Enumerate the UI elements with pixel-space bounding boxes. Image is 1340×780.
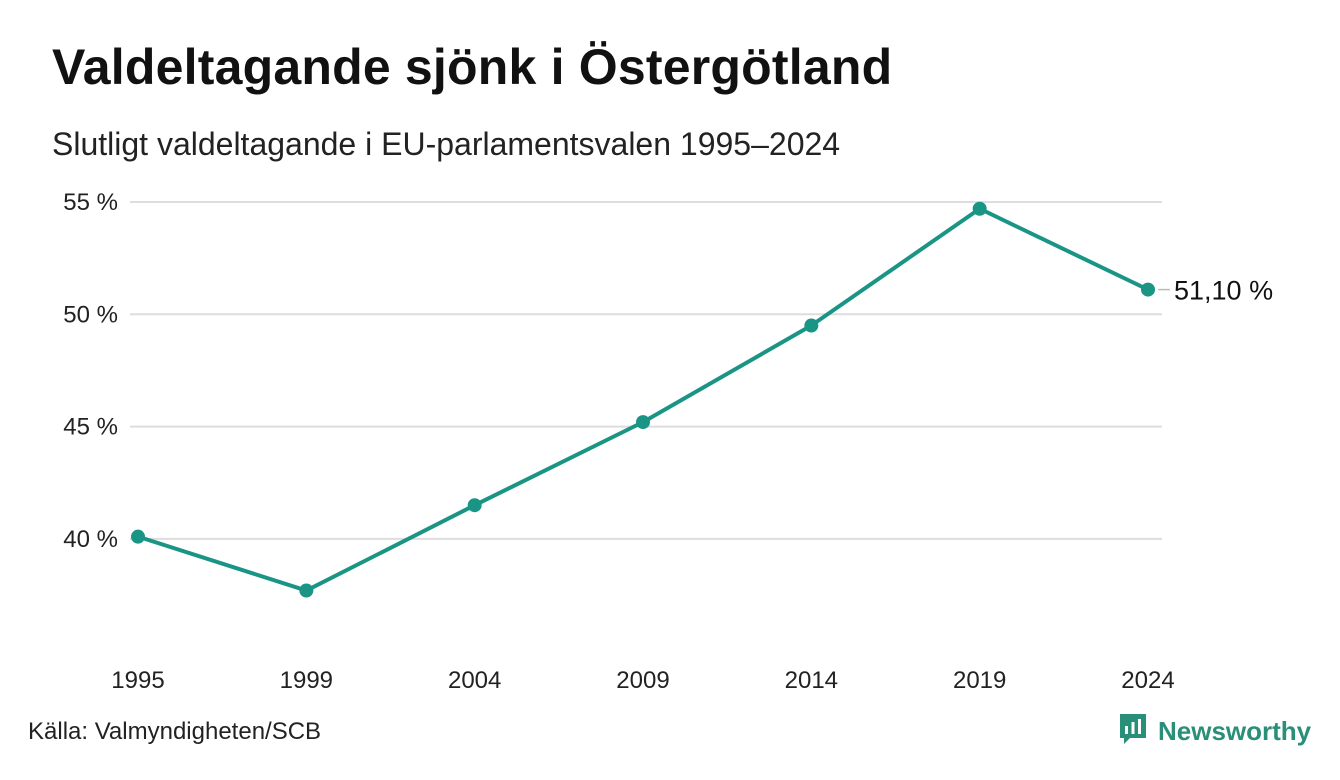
y-tick-label: 45 % xyxy=(63,414,118,441)
data-point[interactable] xyxy=(299,583,314,598)
x-tick-label: 1995 xyxy=(111,667,164,694)
data-point[interactable] xyxy=(1141,282,1155,297)
brand-name: Newsworthy xyxy=(1158,716,1312,746)
series-line xyxy=(137,206,1149,593)
x-tick-label: 2009 xyxy=(616,667,669,694)
y-tick-label: 55 % xyxy=(63,189,118,216)
data-point[interactable] xyxy=(467,498,482,513)
chart-title: Valdeltagande sjönk i Östergötland xyxy=(52,39,893,95)
source-note: Källa: Valmyndigheten/SCB xyxy=(28,718,322,745)
data-point[interactable] xyxy=(804,318,819,333)
data-point[interactable] xyxy=(636,415,650,430)
chart-subtitle: Slutligt valdeltagande i EU-parlamentsva… xyxy=(52,126,841,162)
y-tick-label: 40 % xyxy=(63,526,118,553)
x-tick-label: 2024 xyxy=(1121,667,1174,694)
x-tick-label: 2004 xyxy=(448,667,501,694)
newsworthy-logo-icon xyxy=(1118,712,1148,751)
brand-logo[interactable]: Newsworthy xyxy=(1118,712,1311,751)
x-tick-label: 2019 xyxy=(953,667,1006,694)
end-value-label: 51,10 % xyxy=(1174,276,1273,306)
x-tick-label: 2014 xyxy=(785,667,838,694)
y-tick-label: 50 % xyxy=(63,301,118,328)
data-point[interactable] xyxy=(972,201,987,216)
x-tick-label: 1999 xyxy=(280,667,333,694)
data-point[interactable] xyxy=(131,529,145,544)
